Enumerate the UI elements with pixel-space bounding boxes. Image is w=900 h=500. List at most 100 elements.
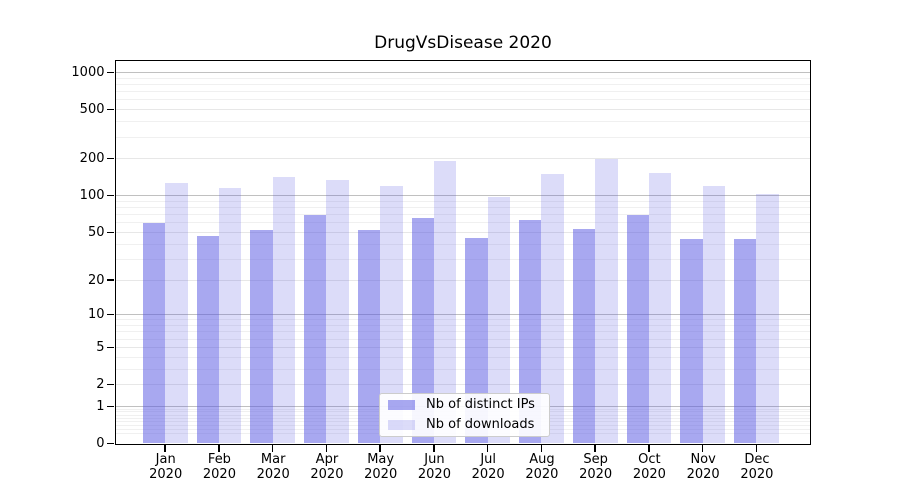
legend-label-distinct-ips: Nb of distinct IPs	[426, 397, 535, 413]
gridline	[115, 158, 810, 160]
x-tick-label-line: Feb	[207, 452, 231, 467]
x-tick-label-line: Sep	[583, 452, 608, 467]
gridline	[115, 279, 810, 281]
gridline	[115, 99, 810, 101]
legend-swatch-downloads	[388, 419, 415, 430]
y-tick-mark	[106, 71, 114, 74]
bar-nb-of-distinct-ips-nov-2020	[680, 239, 703, 444]
gridline	[115, 325, 810, 326]
gridline	[115, 338, 810, 340]
x-tick-mark	[164, 445, 166, 452]
gridline	[115, 195, 810, 197]
bar-nb-of-downloads-feb-2020	[218, 188, 242, 444]
gridline	[115, 71, 810, 73]
gridline	[115, 368, 810, 370]
bar-nb-of-downloads-jan-2020	[165, 183, 188, 444]
gridline	[115, 200, 810, 202]
bar-nb-of-downloads-apr-2020	[326, 180, 349, 444]
gridline	[115, 207, 810, 209]
bar-nb-of-downloads-dec-2020	[756, 193, 779, 444]
bar-nb-of-downloads-mar-2020	[272, 176, 296, 444]
bar-nb-of-distinct-ips-feb-2020	[196, 235, 219, 444]
gridline	[115, 136, 810, 138]
x-tick-label-line: Mar	[260, 452, 286, 467]
x-axis: Jan 2020 Feb 2020 Mar 2020 Apr 2020 May 2020 Jun 20…	[116, 452, 810, 485]
bar-nb-of-distinct-ips-mar-2020	[250, 230, 273, 444]
x-tick-label-line: 2020	[256, 466, 290, 482]
x-tick-label: Dec 2020	[725, 452, 789, 482]
x-tick-label-line: Apr	[315, 452, 339, 467]
x-tick-mark	[379, 445, 381, 452]
gridline	[115, 91, 810, 93]
gridline	[115, 384, 810, 385]
x-tick-mark	[486, 445, 489, 452]
legend-swatch-distinct-ips	[388, 400, 415, 411]
x-tick-label-line: 2020	[364, 466, 398, 482]
y-tick-label: 0	[96, 436, 105, 451]
bar-nb-of-downloads-oct-2020	[648, 173, 672, 444]
bar-nb-of-distinct-ips-jul-2020	[465, 237, 488, 444]
y-tick-label: 1	[96, 398, 105, 414]
legend-entry-downloads: Nb of downloads	[388, 417, 541, 434]
x-tick-mark	[433, 445, 435, 452]
bar-nb-of-distinct-ips-dec-2020	[733, 239, 757, 444]
bar-nb-of-downloads-jul-2020	[487, 197, 511, 444]
bar-nb-of-downloads-jun-2020	[433, 161, 457, 444]
x-tick-label: Jan 2020	[134, 452, 198, 482]
x-tick-label-line: 2020	[740, 466, 774, 482]
x-tick-label: Mar 2020	[241, 452, 305, 482]
y-tick-mark	[106, 231, 114, 234]
y-tick-label: 20	[87, 272, 105, 288]
x-tick-label: Sep 2020	[564, 452, 628, 482]
y-tick-mark	[106, 108, 114, 111]
x-tick-label: Apr 2020	[295, 452, 359, 482]
x-tick-label-line: 2020	[579, 466, 613, 482]
y-tick-label: 5	[96, 339, 105, 355]
gridline	[115, 77, 810, 79]
bar-nb-of-distinct-ips-oct-2020	[626, 214, 649, 444]
y-tick-mark	[106, 442, 114, 445]
y-tick-label: 1000	[71, 64, 105, 80]
x-tick-label-line: Jan	[155, 452, 176, 467]
gridline	[115, 356, 810, 358]
legend: Nb of distinct IPs Nb of downloads	[379, 393, 550, 437]
gridline	[115, 331, 810, 333]
x-tick-mark	[271, 445, 274, 452]
legend-label-downloads: Nb of downloads	[426, 416, 535, 432]
bar-nb-of-distinct-ips-aug-2020	[519, 220, 542, 444]
x-tick-label: Feb 2020	[187, 452, 251, 482]
bar-nb-of-distinct-ips-jan-2020	[142, 222, 166, 444]
x-tick-label-line: 2020	[471, 466, 505, 482]
gridline	[115, 314, 810, 316]
x-tick-label-line: 2020	[632, 466, 666, 482]
gridline	[115, 83, 810, 85]
x-tick-label: Jul 2020	[456, 452, 520, 482]
x-tick-label-line: 2020	[686, 466, 720, 482]
x-tick-label: May 2020	[349, 452, 413, 482]
bar-nb-of-distinct-ips-apr-2020	[304, 215, 327, 444]
y-tick-mark	[106, 194, 114, 197]
y-tick-mark	[106, 157, 114, 160]
x-tick-mark	[325, 445, 328, 452]
x-tick-mark	[648, 445, 650, 452]
y-tick-label: 2	[96, 377, 105, 392]
legend-entry-distinct-ips: Nb of distinct IPs	[388, 397, 541, 414]
bar-nb-of-downloads-aug-2020	[541, 174, 564, 444]
x-tick-label-line: Aug	[529, 452, 555, 467]
x-tick-label: Nov 2020	[671, 452, 735, 482]
x-tick-label-line: Nov	[690, 452, 716, 467]
x-tick-label: Jun 2020	[402, 452, 466, 482]
gridline	[115, 231, 810, 233]
x-tick-mark	[218, 445, 220, 452]
x-tick-label-line: 2020	[149, 466, 183, 482]
x-tick-mark	[540, 445, 543, 452]
x-tick-label-line: 2020	[310, 466, 344, 482]
chart-title: DrugVsDisease 2020	[374, 33, 552, 53]
gridline	[115, 222, 810, 224]
bar-nb-of-distinct-ips-may-2020	[357, 230, 381, 444]
gridline	[115, 243, 810, 245]
x-tick-label-line: 2020	[525, 466, 559, 482]
y-tick-label: 100	[79, 188, 105, 204]
plot-area	[106, 59, 811, 452]
